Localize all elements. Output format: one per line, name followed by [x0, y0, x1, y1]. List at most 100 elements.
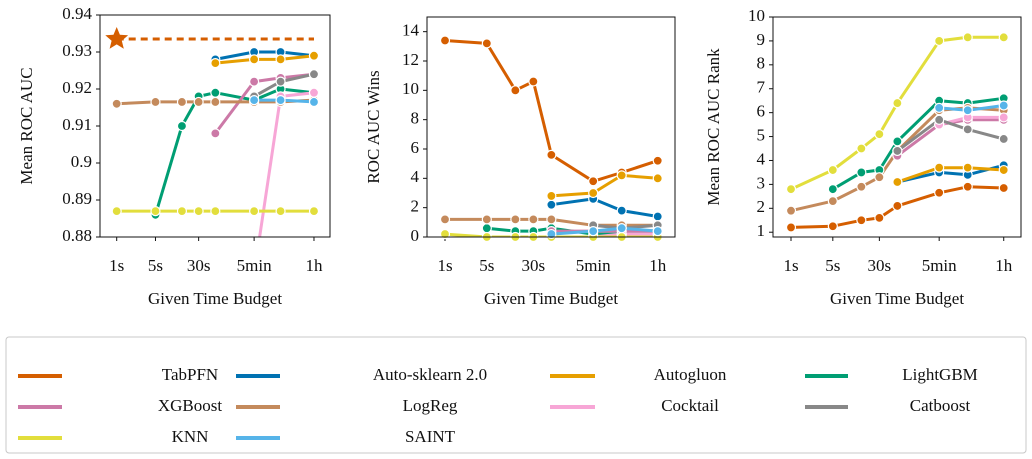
point: [528, 214, 539, 225]
point: [308, 206, 320, 217]
y-tick-label: 0.89: [62, 189, 92, 208]
y-tick-label: 4: [757, 149, 766, 168]
point: [588, 187, 599, 199]
x-tick-label: 30s: [868, 256, 892, 275]
y-tick-label: 0.93: [62, 41, 92, 60]
point: [176, 120, 188, 132]
axes-frame: [426, 16, 676, 238]
point: [998, 133, 1009, 145]
point: [962, 32, 973, 43]
series-line: [215, 54, 315, 65]
point: [892, 176, 903, 188]
y-tick-label: 3: [757, 173, 766, 192]
y-tick-label: 4: [411, 167, 420, 186]
point: [616, 205, 627, 216]
point: [827, 196, 838, 207]
point: [176, 206, 188, 217]
axes-frame: [772, 16, 1022, 238]
point: [962, 162, 973, 173]
point: [652, 211, 663, 222]
series-line: [551, 173, 658, 198]
x-tick-label: 1h: [995, 256, 1013, 275]
point: [510, 85, 521, 96]
point: [892, 97, 903, 109]
point: [652, 173, 663, 184]
y-tick-label: 6: [411, 138, 420, 157]
x-axis-label: Given Time Budget: [830, 289, 964, 308]
point: [827, 221, 838, 232]
y-tick-label: 2: [757, 197, 766, 216]
y-tick-label: 10: [748, 6, 765, 25]
point: [176, 96, 188, 108]
y-tick-label: 14: [402, 21, 420, 40]
y-tick-label: 6: [757, 102, 766, 121]
markers: [105, 27, 320, 220]
point: [210, 206, 221, 217]
point: [998, 182, 1009, 194]
series-line: [896, 118, 1005, 153]
legend-label: KNN: [172, 427, 209, 446]
point: [856, 167, 867, 178]
y-axis-label: ROC AUC Wins: [364, 70, 383, 183]
point: [892, 136, 903, 147]
point: [856, 215, 867, 226]
point: [546, 149, 557, 160]
point: [785, 205, 797, 216]
x-axis-label: Given Time Budget: [148, 289, 282, 308]
legend-label: TabPFN: [162, 365, 218, 384]
legend-label: Cocktail: [661, 396, 719, 415]
x-tick-label: 5min: [922, 256, 957, 275]
legend-label: XGBoost: [158, 396, 223, 415]
axes-frame: [99, 14, 331, 238]
x-tick-label: 1h: [305, 256, 323, 275]
y-tick-label: 10: [402, 79, 419, 98]
point: [210, 57, 221, 69]
point: [652, 155, 663, 166]
point: [439, 214, 451, 225]
point: [546, 214, 557, 225]
y-tick-label: 0.92: [62, 78, 92, 97]
point: [827, 164, 838, 176]
legend-label: Autogluon: [654, 365, 727, 384]
y-tick-label: 9: [757, 30, 766, 49]
point: [439, 228, 451, 240]
point: [874, 172, 885, 183]
y-tick-label: 5: [757, 125, 766, 144]
series-line: [444, 39, 659, 183]
x-tick-label: 5s: [479, 256, 494, 275]
point: [210, 96, 221, 108]
point: [874, 129, 885, 140]
point: [588, 226, 599, 237]
point: [308, 50, 320, 61]
legend-label: LogReg: [403, 396, 458, 415]
point: [546, 190, 557, 202]
y-tick-label: 12: [402, 50, 419, 69]
x-tick-label: 5s: [825, 256, 840, 275]
point: [210, 87, 221, 98]
point: [827, 184, 838, 195]
point: [892, 145, 903, 157]
point: [856, 181, 867, 192]
point: [785, 184, 797, 195]
y-tick-label: 2: [411, 197, 420, 216]
x-tick-label: 5s: [148, 256, 163, 275]
series-line: [896, 166, 1004, 184]
point: [892, 200, 903, 212]
legend-frame: [5, 336, 1027, 454]
point: [275, 94, 286, 106]
y-tick-label: 0.91: [62, 115, 92, 134]
point: [481, 214, 492, 225]
point: [481, 223, 492, 234]
x-tick-label: 5min: [576, 256, 611, 275]
legend-label: Catboost: [910, 396, 971, 415]
point: [249, 94, 260, 106]
legend-label: SAINT: [405, 427, 456, 446]
point: [111, 98, 122, 109]
plot-area: [116, 37, 315, 237]
point: [193, 96, 204, 108]
point: [308, 87, 320, 98]
point: [616, 223, 627, 234]
x-axis-label: Given Time Budget: [484, 289, 618, 308]
x-tick-label: 1s: [109, 256, 124, 275]
point: [652, 226, 663, 237]
